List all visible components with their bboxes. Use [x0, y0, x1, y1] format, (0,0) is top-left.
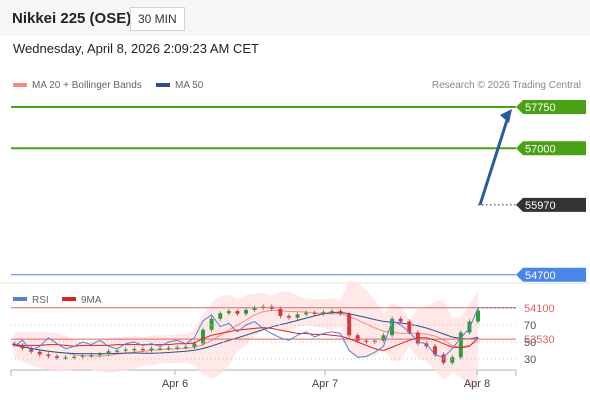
candle — [72, 356, 77, 358]
x-tick-label: Apr 7 — [312, 378, 338, 390]
rsi-legend-swatch-rsi — [13, 297, 27, 301]
candle — [450, 357, 455, 363]
candle — [106, 351, 111, 354]
ma20-swatch — [13, 83, 27, 88]
rsi-legend-9ma: 9MA — [81, 295, 102, 306]
rsi-tick-30: 30 — [524, 354, 536, 366]
rsi-legend-swatch-9ma — [62, 297, 76, 301]
rsi-tick-50: 50 — [524, 337, 536, 349]
level-tag-bg — [516, 197, 586, 212]
candle — [295, 314, 300, 318]
level-label-55970: 55970 — [525, 200, 556, 212]
candle — [312, 312, 317, 314]
candle — [183, 346, 188, 348]
candle — [398, 318, 403, 322]
candle — [209, 318, 214, 330]
legend-ma50: MA 50 — [156, 80, 203, 91]
candle — [115, 350, 120, 352]
x-tick-label: Apr 8 — [464, 378, 490, 390]
candle — [381, 335, 386, 341]
candle — [54, 356, 59, 358]
candle — [407, 321, 412, 333]
candle — [201, 329, 206, 344]
level-tag-54700: 54700 — [516, 267, 586, 282]
candle — [149, 348, 154, 351]
level-label-54700: 54700 — [525, 270, 556, 282]
level-label-53530: 53530 — [524, 334, 555, 346]
candle — [476, 310, 480, 322]
rsi-legend-rsi: RSI — [32, 295, 49, 306]
ma50-swatch — [156, 83, 170, 88]
candle — [89, 355, 94, 357]
analysis-timestamp: Wednesday, April 8, 2026 2:09:23 AM CET — [13, 41, 259, 56]
candle — [80, 355, 85, 357]
candle — [140, 349, 145, 351]
rsi-tick-70: 70 — [524, 320, 536, 332]
candle — [218, 313, 223, 319]
level-tag-57000: 57000 — [516, 141, 586, 156]
candle — [12, 343, 16, 346]
candle — [338, 311, 343, 314]
timeframe-badge[interactable]: 30 MIN — [130, 7, 185, 31]
candle — [192, 343, 197, 347]
candle — [20, 345, 25, 349]
candle — [364, 340, 369, 342]
level-tag-bg — [516, 141, 586, 156]
candle — [158, 348, 163, 350]
level-label-54100: 54100 — [524, 303, 555, 315]
candle — [321, 312, 326, 314]
level-tag-57750: 57750 — [516, 100, 586, 114]
legend-ma20-bollinger: MA 20 + Bollinger Bands — [13, 80, 142, 91]
candle — [37, 351, 42, 355]
candle — [175, 347, 180, 349]
candle — [123, 349, 128, 351]
candle — [252, 307, 257, 310]
candle — [329, 311, 334, 313]
target-arrow-head — [500, 109, 512, 123]
level-label-57750: 57750 — [525, 102, 556, 114]
candle — [458, 332, 463, 358]
candle — [355, 335, 360, 341]
candle — [433, 346, 438, 355]
candle — [63, 357, 68, 359]
candle — [166, 347, 171, 350]
candle — [372, 340, 377, 342]
candle — [46, 354, 51, 357]
chart-header: Nikkei 225 (OSE) 30 MIN — [0, 0, 590, 36]
candle — [132, 349, 137, 351]
rsi-line — [13, 307, 479, 358]
level-tag-bg — [516, 100, 586, 114]
candle — [244, 309, 248, 314]
legend-ma50-label: MA 50 — [175, 80, 204, 91]
candle — [286, 316, 291, 318]
level-tag-bg — [516, 267, 586, 282]
candle — [304, 312, 309, 315]
x-tick-label: Apr 6 — [162, 378, 188, 390]
candle — [390, 318, 395, 336]
level-tag-55970: 55970 — [516, 197, 586, 212]
candle — [278, 308, 283, 316]
candle — [97, 353, 102, 356]
instrument-title: Nikkei 225 (OSE) — [12, 10, 132, 27]
candle — [424, 343, 429, 347]
candle — [347, 313, 352, 336]
candle — [226, 311, 231, 314]
legend-ma20-label: MA 20 + Bollinger Bands — [32, 80, 142, 91]
candle — [235, 311, 240, 314]
rsi-9ma-line — [13, 327, 479, 352]
target-arrow-shaft — [478, 116, 510, 206]
candle — [467, 321, 472, 333]
level-label-57000: 57000 — [525, 143, 556, 155]
credit-text: Research © 2026 Trading Central — [431, 80, 581, 91]
